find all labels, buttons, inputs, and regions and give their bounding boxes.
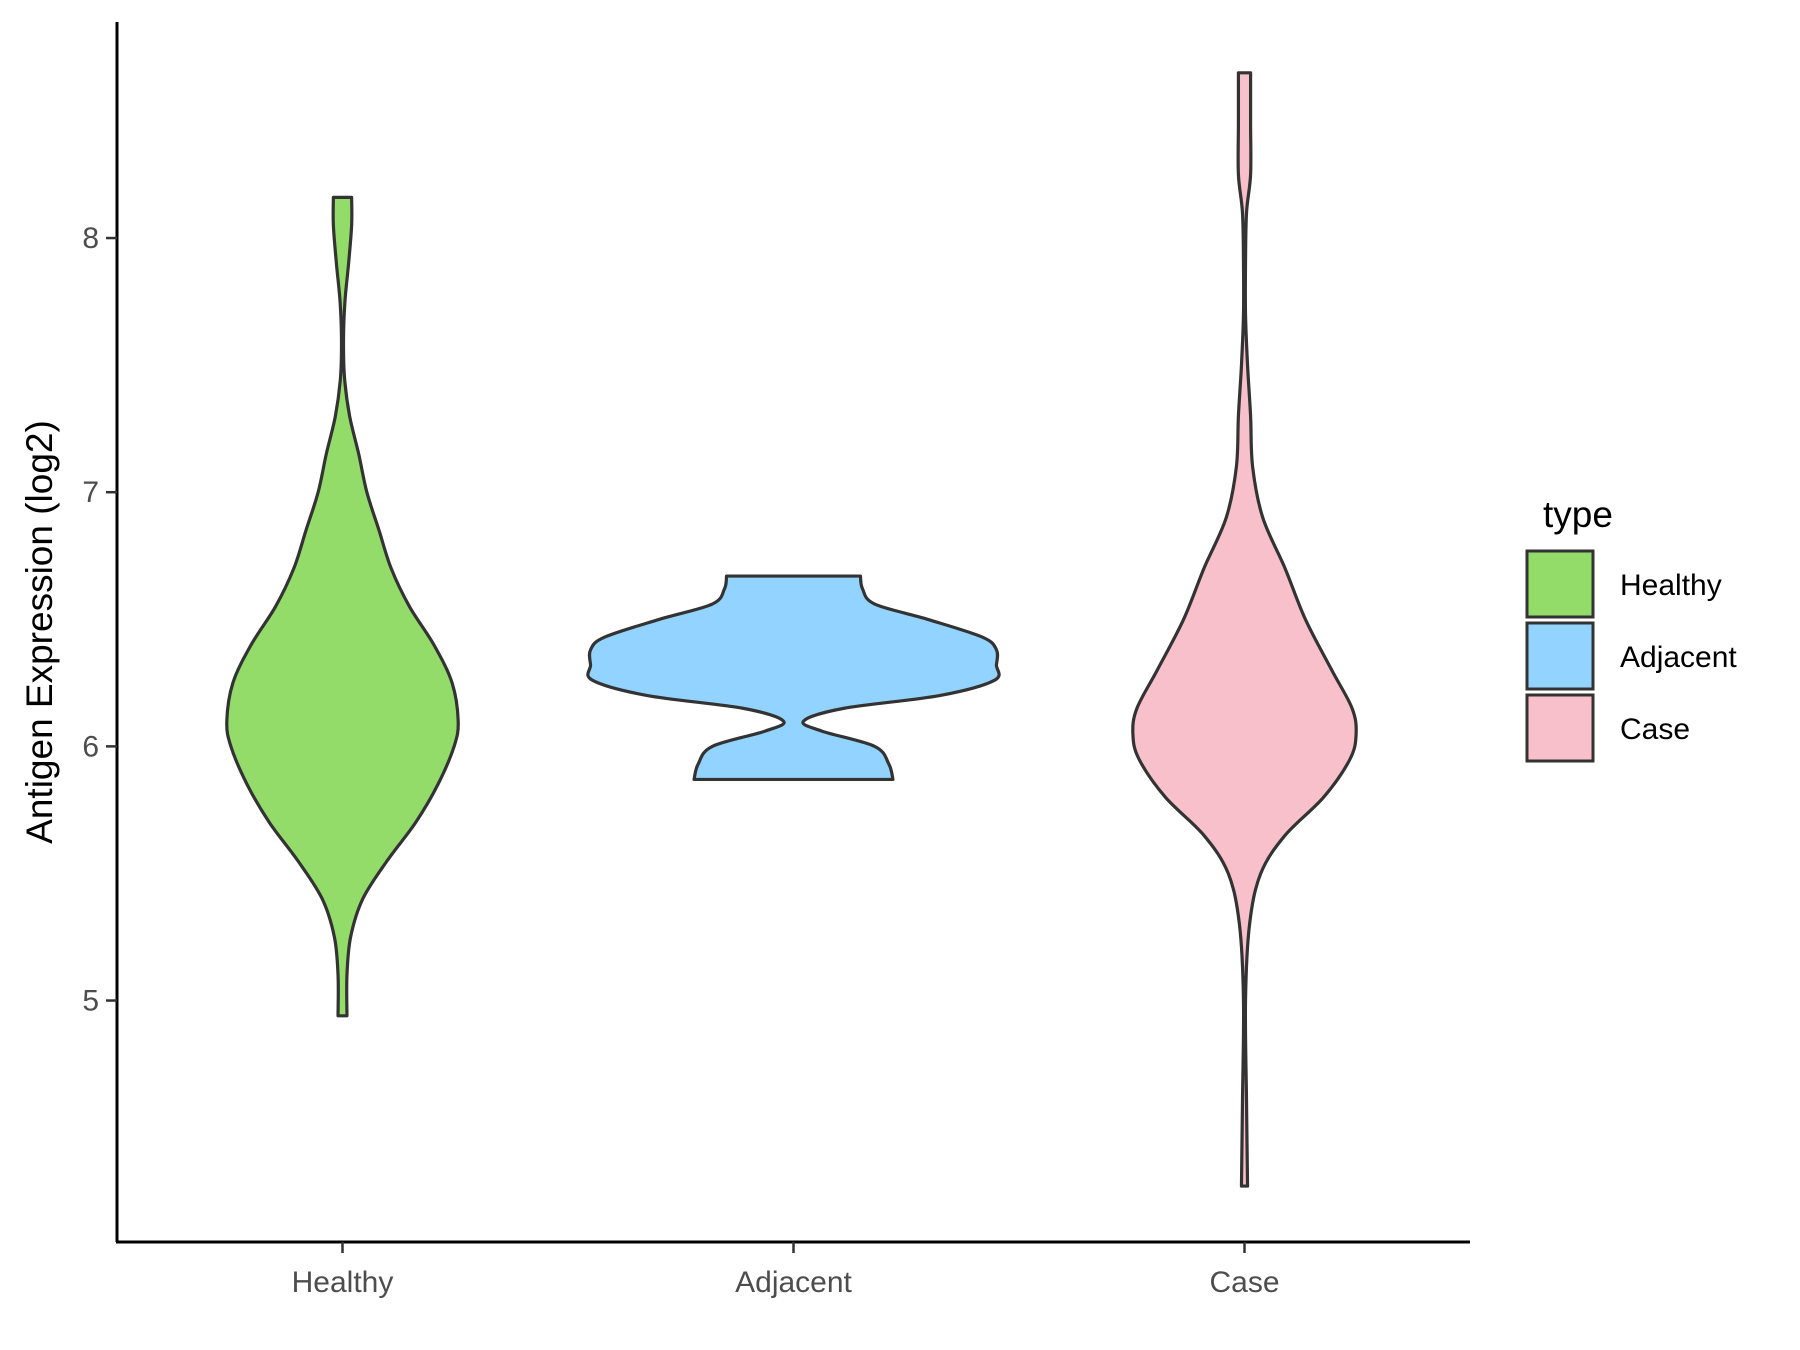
x-tick-label: Healthy bbox=[292, 1266, 394, 1299]
violin-case bbox=[1131, 71, 1358, 1188]
legend: type Healthy Adjacent Case bbox=[1525, 494, 1737, 763]
legend-entries: Healthy Adjacent Case bbox=[1525, 549, 1737, 763]
legend-label-case: Case bbox=[1620, 713, 1690, 746]
legend-label-adjacent: Adjacent bbox=[1620, 641, 1737, 674]
y-tick-label: 7 bbox=[82, 476, 99, 509]
x-ticks: Healthy Adjacent Case bbox=[292, 1242, 1280, 1299]
legend-key-healthy bbox=[1525, 549, 1595, 619]
legend-key-adjacent bbox=[1525, 621, 1595, 691]
legend-title: type bbox=[1543, 494, 1613, 535]
violin-healthy bbox=[225, 195, 460, 1018]
y-tick-label: 6 bbox=[82, 730, 99, 763]
legend-key-case bbox=[1525, 693, 1595, 763]
x-tick-label: Adjacent bbox=[735, 1266, 852, 1299]
y-axis-title: Antigen Expression (log2) bbox=[19, 420, 60, 844]
violin-adjacent bbox=[586, 574, 1001, 782]
violin-layer bbox=[225, 71, 1358, 1188]
legend-label-healthy: Healthy bbox=[1620, 569, 1722, 602]
y-ticks: 5 6 7 8 bbox=[82, 222, 117, 1018]
y-tick-label: 5 bbox=[82, 985, 99, 1018]
x-tick-label: Case bbox=[1209, 1266, 1279, 1299]
y-tick-label: 8 bbox=[82, 222, 99, 255]
